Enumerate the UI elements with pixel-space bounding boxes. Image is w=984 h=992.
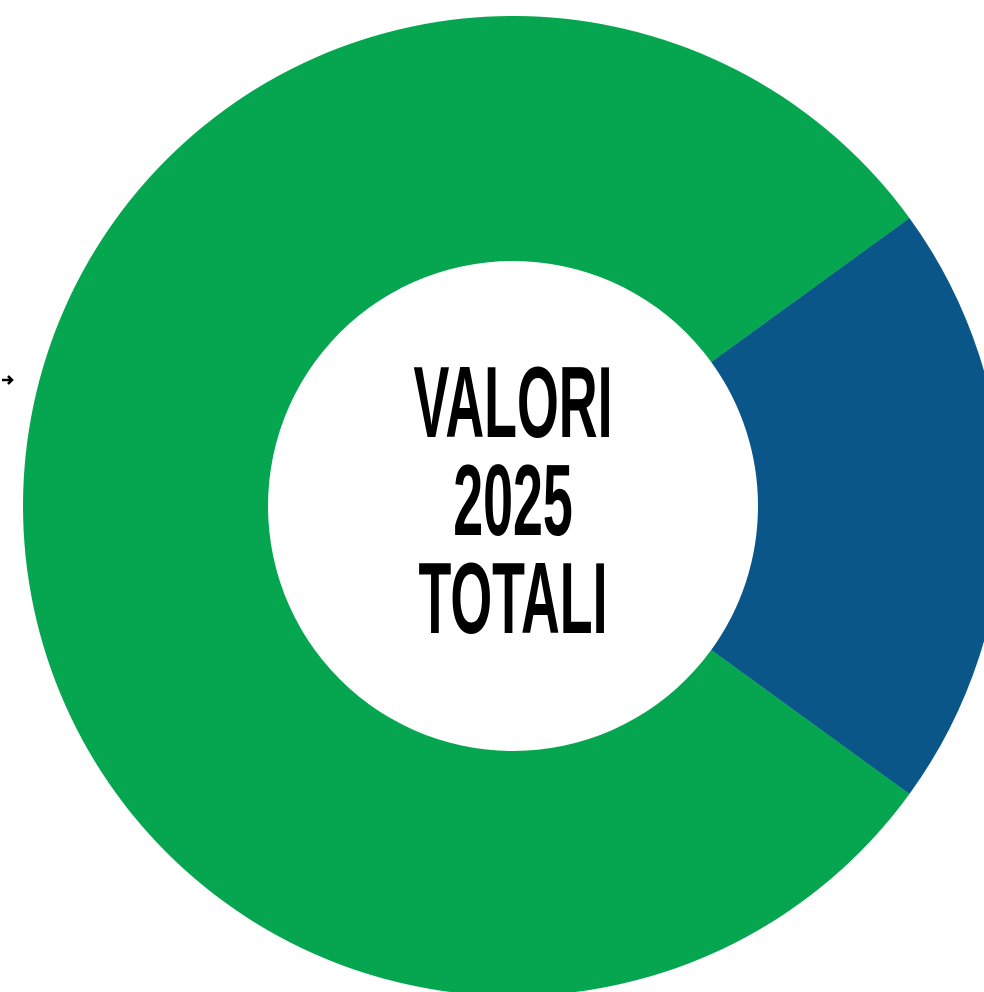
center-label-line: VALORI bbox=[413, 347, 612, 459]
arrow-icon[interactable] bbox=[2, 375, 14, 385]
center-label-line: 2025 bbox=[453, 445, 573, 557]
slice bbox=[711, 217, 984, 795]
center-label-line: TOTALI bbox=[418, 543, 607, 655]
slice bbox=[22, 16, 910, 992]
donut bbox=[22, 16, 984, 992]
